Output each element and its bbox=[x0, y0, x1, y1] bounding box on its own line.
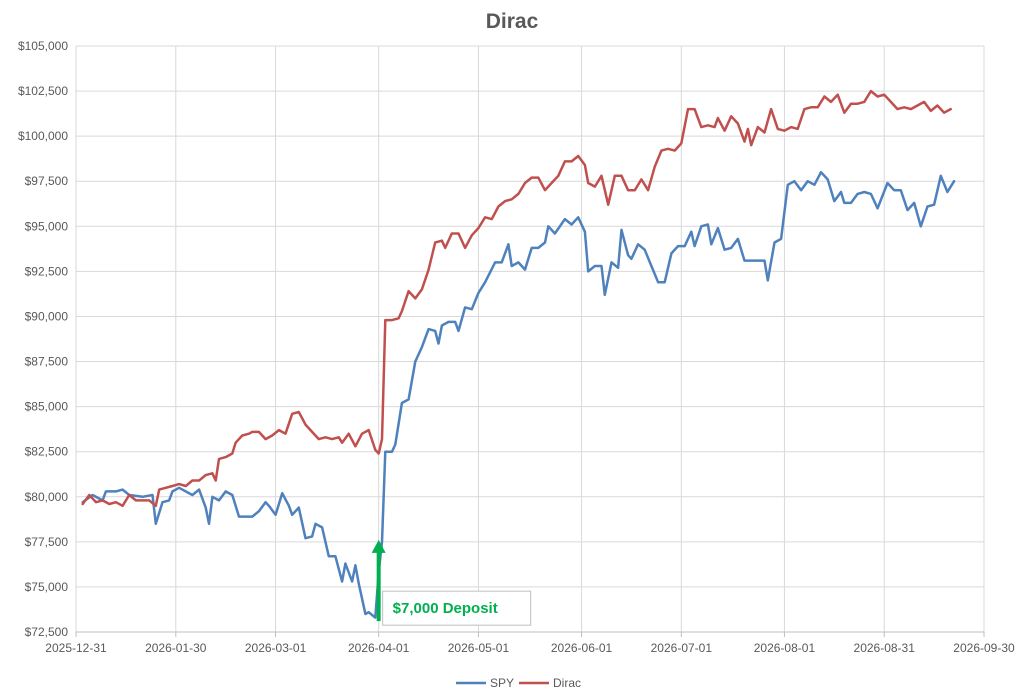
y-tick-label: $97,500 bbox=[25, 174, 69, 188]
x-axis-tick-labels: 2025-12-31 2026-01-30 2026-03-01 2026-04-01… bbox=[45, 641, 1015, 655]
y-tick-label: $105,000 bbox=[18, 39, 68, 53]
x-tick-label: 2026-04-01 bbox=[348, 641, 410, 655]
x-tick-label: 2026-09-30 bbox=[953, 641, 1015, 655]
x-tick-label: 2025-12-31 bbox=[45, 641, 107, 655]
y-tick-label: $77,500 bbox=[25, 535, 69, 549]
y-tick-label: $82,500 bbox=[25, 445, 69, 459]
gridlines bbox=[75, 45, 985, 637]
y-tick-label: $102,500 bbox=[18, 84, 68, 98]
y-tick-label: $92,500 bbox=[25, 264, 69, 278]
deposit-callout-text: $7,000 Deposit bbox=[393, 600, 498, 617]
legend-label-spy: SPY bbox=[490, 676, 514, 690]
deposit-arrow-head bbox=[371, 539, 386, 553]
series-line-dirac bbox=[81, 89, 952, 508]
y-tick-label: $85,000 bbox=[25, 400, 69, 414]
x-tick-label: 2026-06-01 bbox=[551, 641, 613, 655]
chart-title: Dirac bbox=[485, 10, 539, 33]
x-tick-label: 2026-01-30 bbox=[145, 641, 207, 655]
x-tick-label: 2026-05-01 bbox=[448, 641, 510, 655]
legend-label-dirac: Dirac bbox=[553, 676, 581, 690]
x-tick-label: 2026-08-31 bbox=[854, 641, 916, 655]
y-tick-label: $90,000 bbox=[25, 309, 69, 323]
y-tick-label: $100,000 bbox=[18, 129, 68, 143]
deposit-annotation: $7,000 Deposit bbox=[371, 539, 532, 626]
y-tick-label: $72,500 bbox=[25, 625, 69, 639]
series-line-spy bbox=[81, 170, 956, 619]
deposit-callout-box bbox=[382, 590, 532, 626]
legend: SPY Dirac bbox=[456, 676, 581, 690]
x-tick-label: 2026-08-01 bbox=[754, 641, 816, 655]
x-tick-label: 2026-03-01 bbox=[245, 641, 307, 655]
series-lines bbox=[81, 89, 956, 619]
y-tick-label: $87,500 bbox=[25, 355, 69, 369]
y-tick-label: $95,000 bbox=[25, 219, 69, 233]
y-tick-label: $80,000 bbox=[25, 490, 69, 504]
x-tick-label: 2026-07-01 bbox=[651, 641, 713, 655]
y-axis-tick-labels: $72,500 $75,000 $77,500 $80,000 $82,500 $85,0… bbox=[18, 39, 68, 639]
y-tick-label: $75,000 bbox=[25, 580, 69, 594]
